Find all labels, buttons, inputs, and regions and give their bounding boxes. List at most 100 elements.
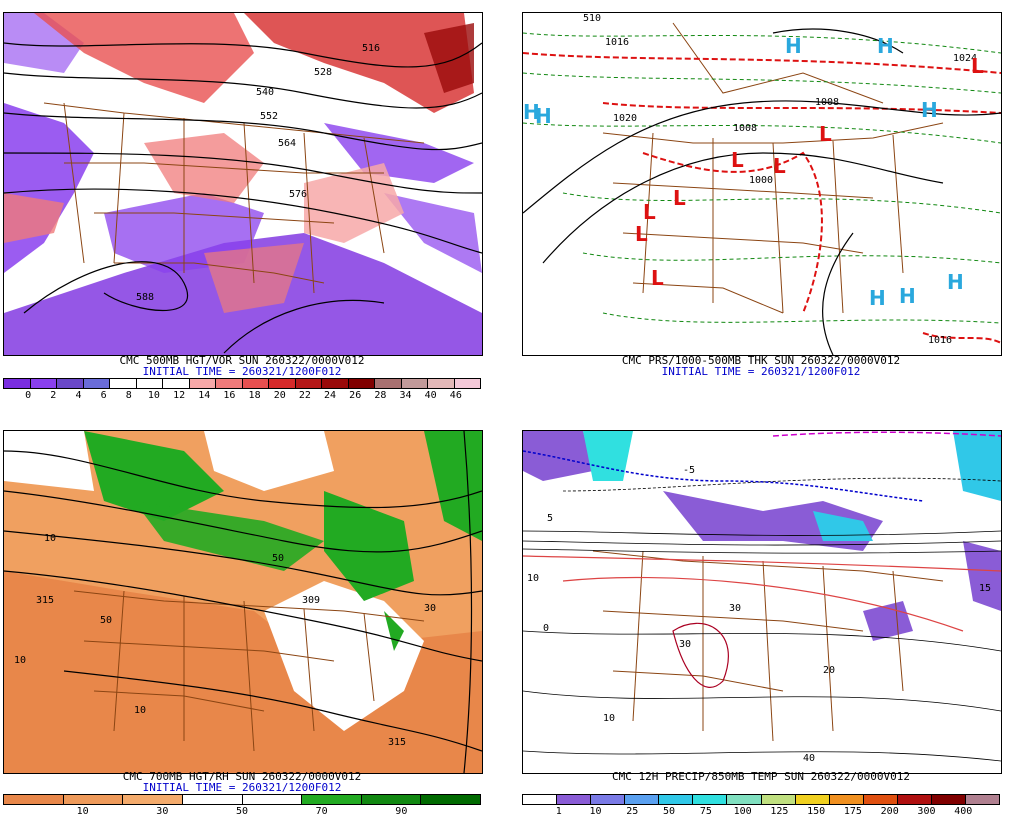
legend-tick-label: 4 xyxy=(75,390,82,401)
map-pressure: 510 1016 1020 1008 1000 1016 1008 1024 H… xyxy=(522,12,1002,356)
legend-tick-label: 24 xyxy=(324,390,337,401)
legend-tick-label: 50 xyxy=(663,806,676,817)
contour-label: 528 xyxy=(314,67,332,78)
legend-swatch xyxy=(897,795,932,804)
legend-swatch xyxy=(361,795,422,804)
legend-tick-label: 75 xyxy=(699,806,712,817)
legend-tick-label: 28 xyxy=(374,390,387,401)
isobar-label: 1016 xyxy=(605,37,629,48)
panel-700mb-rh: 10 315 50 309 10 50 315 10 30 CMC 700MB … xyxy=(3,430,483,817)
isobar-label: 1016 xyxy=(928,335,952,346)
contour-label: 576 xyxy=(289,189,307,200)
isotherm-label: 5 xyxy=(547,513,553,524)
legend-swatch xyxy=(83,379,110,388)
legend-swatch xyxy=(163,379,190,388)
legend-bar xyxy=(522,794,1000,805)
isotherm-label: 10 xyxy=(527,573,539,584)
contour-label: 588 xyxy=(136,292,154,303)
legend-swatch xyxy=(63,795,124,804)
panel-initial-time: INITIAL TIME = 260321/1200F012 xyxy=(661,365,861,378)
legend-swatch xyxy=(966,795,1000,804)
panel-precip-850temp: 5 -5 10 0 30 30 10 15 20 40 CMC 12H PREC… xyxy=(522,430,1002,817)
isotherm-label: 20 xyxy=(823,665,835,676)
legend-tick-label: 34 xyxy=(399,390,412,401)
legend-tick-label: 175 xyxy=(843,806,862,817)
legend-tick-label: 12 xyxy=(173,390,186,401)
high-pressure-marker: H xyxy=(899,284,916,308)
legend-swatch xyxy=(931,795,967,804)
legend-bar xyxy=(3,378,481,389)
isotherm-label: 40 xyxy=(803,753,815,764)
panel-caption: CMC PRS/1000-500MB THK SUN 260322/0000V0… xyxy=(621,354,901,367)
isobar-label: 1024 xyxy=(953,53,977,64)
legend-swatch xyxy=(523,795,558,804)
legend-tick-label: 30 xyxy=(156,806,169,817)
legend-swatch xyxy=(727,795,762,804)
legend-swatch xyxy=(454,379,480,388)
contour-label: 564 xyxy=(278,138,296,149)
legend-tick-label: 46 xyxy=(449,390,462,401)
legend-tick-label: 1 xyxy=(555,806,562,817)
legend-ticks: 10 30 50 70 90 xyxy=(3,805,481,817)
contour-label: 315 xyxy=(36,595,54,606)
legend-tick-label: 6 xyxy=(100,390,107,401)
legend-swatch xyxy=(110,379,137,388)
contour-label: 552 xyxy=(260,111,278,122)
legend-tick-label: 300 xyxy=(917,806,936,817)
high-pressure-marker: H xyxy=(877,34,894,58)
legend-swatch xyxy=(401,379,428,388)
panel-initial-time: INITIAL TIME = 260321/1200F012 xyxy=(142,365,342,378)
panel-500mb-vorticity: 516 528 540 552 564 576 588 CMC 500MB HG… xyxy=(3,12,483,402)
isotherm-label: -5 xyxy=(683,465,695,476)
isotherm-label: 30 xyxy=(729,603,741,614)
legend-ticks: 0 2 4 6 8 10 12 14 16 18 20 22 24 26 28 34 40 46 xyxy=(3,389,481,401)
low-pressure-marker: L xyxy=(635,222,648,246)
legend-swatch xyxy=(591,795,626,804)
panel-caption: CMC 500MB HGT/VOR SUN 260322/0000V012 xyxy=(119,354,365,367)
panel-pressure-thickness: 510 1016 1020 1008 1000 1016 1008 1024 H… xyxy=(522,12,1002,402)
contour-label: 516 xyxy=(362,43,380,54)
legend-ticks: 1 10 25 50 75 100 125 150 175 200 300 400 xyxy=(522,805,1000,817)
panel-initial-time: INITIAL TIME = 260321/1200F012 xyxy=(142,781,342,794)
low-pressure-marker: L xyxy=(731,148,744,172)
contour-label: 50 xyxy=(272,553,284,564)
low-pressure-marker: L xyxy=(819,122,832,146)
legend-tick-label: 18 xyxy=(248,390,261,401)
contour-label: 30 xyxy=(424,603,436,614)
isobar-label: 1000 xyxy=(749,175,773,186)
contour-label: 50 xyxy=(100,615,112,626)
legend-bar xyxy=(3,794,481,805)
legend-swatch xyxy=(295,379,322,388)
legend-tick-label: 100 xyxy=(733,806,752,817)
map-precip: 5 -5 10 0 30 30 10 15 20 40 xyxy=(522,430,1002,774)
contour-label: 309 xyxy=(302,595,320,606)
legend-swatch xyxy=(302,795,362,804)
legend-tick-label: 16 xyxy=(223,390,236,401)
high-pressure-marker: H xyxy=(921,98,938,122)
legend-swatch xyxy=(57,379,84,388)
legend-tick-label: 90 xyxy=(395,806,408,817)
legend-swatch xyxy=(216,379,243,388)
legend-tick-label: 14 xyxy=(198,390,211,401)
contour-label: 540 xyxy=(256,87,274,98)
legend-tick-label: 26 xyxy=(349,390,362,401)
legend-tick-label: 50 xyxy=(235,806,249,817)
legend-swatch xyxy=(625,795,660,804)
panel-caption: CMC 12H PRECIP/850MB TEMP SUN 260322/000… xyxy=(611,770,910,783)
map-700mb: 10 315 50 309 10 50 315 10 30 xyxy=(3,430,483,774)
legend-swatch xyxy=(189,379,216,388)
legend-tick-label: 0 xyxy=(25,390,32,401)
legend-swatch xyxy=(136,379,163,388)
isobar-label: 1008 xyxy=(815,97,839,108)
low-pressure-marker: L xyxy=(643,200,656,224)
legend-swatch xyxy=(795,795,830,804)
high-pressure-marker: H xyxy=(869,286,886,310)
legend-swatch xyxy=(242,379,269,388)
legend-swatch xyxy=(659,795,694,804)
legend-swatch xyxy=(557,795,592,804)
legend-tick-label: 125 xyxy=(770,806,789,817)
legend-swatch xyxy=(123,795,183,804)
legend-tick-label: 20 xyxy=(273,390,286,401)
map-500mb: 516 528 540 552 564 576 588 xyxy=(3,12,483,356)
legend-tick-label: 10 xyxy=(589,806,602,817)
